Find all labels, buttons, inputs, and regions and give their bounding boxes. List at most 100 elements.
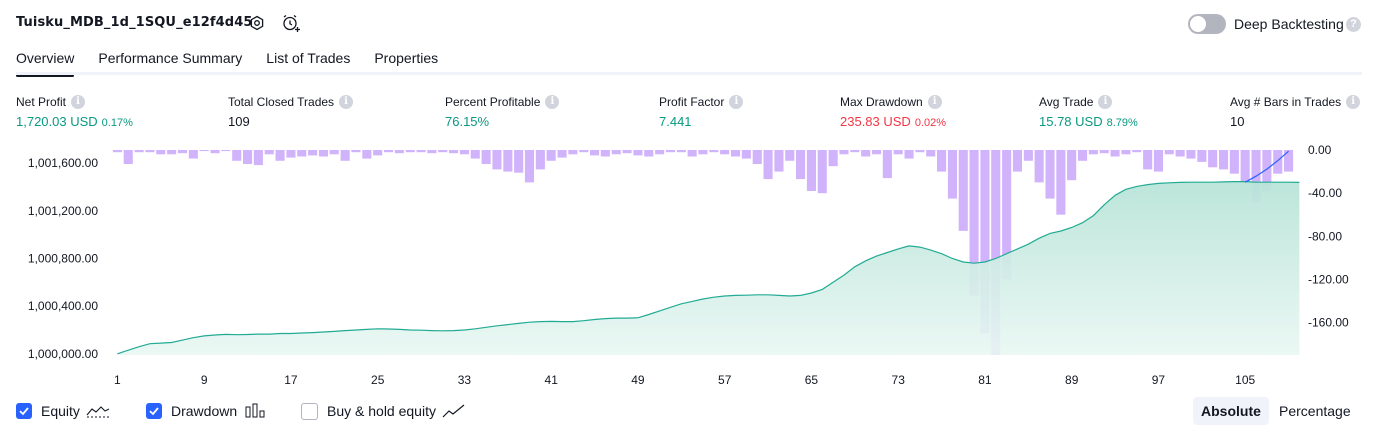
tab-list-of-trades[interactable]: List of Trades <box>266 50 351 66</box>
metric-max-drawdown: Max Drawdown i 235.83 USD 0.02% <box>840 94 946 129</box>
drawdown-bar <box>221 150 231 152</box>
info-icon[interactable]: i <box>1346 94 1361 109</box>
drawdown-bar <box>1284 150 1294 172</box>
drawdown-bar <box>774 150 784 172</box>
legend-buy-hold[interactable]: Buy & hold equity <box>301 401 466 421</box>
drawdown-bar <box>937 150 947 172</box>
drawdown-bar <box>492 150 502 170</box>
gear-icon <box>250 15 264 31</box>
drawdown-bar <box>1121 150 1131 155</box>
x-tick-label: 65 <box>805 373 819 387</box>
tab-properties[interactable]: Properties <box>374 50 439 66</box>
drawdown-bar <box>210 150 220 154</box>
x-tick-label: 9 <box>201 373 208 387</box>
drawdown-bar <box>438 150 448 153</box>
drawdown-bar <box>861 150 871 157</box>
x-axis: 1 9 17 25 33 41 49 57 65 73 81 89 97 105 <box>114 373 1255 387</box>
deep-backtesting-toggle[interactable] <box>1188 14 1226 34</box>
drawdown-bar <box>850 150 860 153</box>
drawdown-bar <box>655 150 665 155</box>
drawdown-bar <box>796 150 806 180</box>
add-alert-icon[interactable] <box>281 13 301 33</box>
drawdown-bar <box>535 150 545 170</box>
metric-label: Percent Profitable <box>445 94 541 109</box>
drawdown-bar <box>980 150 990 334</box>
equity-line <box>117 181 1300 355</box>
drawdown-bar <box>904 150 914 159</box>
drawdown-bar <box>741 150 751 159</box>
drawdown-bar <box>481 150 491 164</box>
y-right-tick-label: 0.00 <box>1308 143 1332 157</box>
drawdown-bar <box>286 150 296 158</box>
info-icon[interactable]: i <box>545 94 560 109</box>
drawdown-bar <box>622 150 632 154</box>
info-icon[interactable]: i <box>729 94 744 109</box>
legend-label: Drawdown <box>171 403 238 419</box>
metric-total-closed-trades: Total Closed Trades i 109 <box>228 94 354 129</box>
buy-hold-checkbox[interactable] <box>301 402 318 420</box>
settings-icon[interactable] <box>247 13 267 33</box>
drawdown-bar <box>362 150 372 159</box>
info-icon[interactable]: i <box>1098 94 1113 109</box>
tab-overview[interactable]: Overview <box>16 44 75 77</box>
drawdown-bar <box>1067 150 1077 181</box>
drawdown-bar <box>969 150 979 296</box>
percentage-button[interactable]: Percentage <box>1279 403 1351 419</box>
y-right-tick-label: -120.00 <box>1308 272 1349 286</box>
drawdown-bar <box>459 150 469 155</box>
legend-label: Equity <box>41 403 80 419</box>
tab-performance-summary[interactable]: Performance Summary <box>98 50 243 66</box>
info-icon[interactable]: i <box>339 94 354 109</box>
drawdown-bar <box>926 150 936 157</box>
drawdown-bar <box>1197 150 1207 162</box>
drawdown-bar <box>156 150 166 155</box>
drawdown-bar <box>676 150 686 153</box>
metric-percent: 8.79% <box>1106 117 1138 129</box>
equity-checkbox[interactable] <box>16 403 32 419</box>
metric-value: 10 <box>1230 114 1245 129</box>
help-icon[interactable]: ? <box>1346 17 1361 32</box>
metric-label: Total Closed Trades <box>228 94 335 109</box>
drawdown-bar <box>1273 150 1283 174</box>
drawdown-bar <box>1110 150 1120 157</box>
metric-profit-factor: Profit Factor i 7.441 <box>659 94 744 129</box>
drawdown-bar <box>579 150 589 153</box>
metric-label: Avg # Bars in Trades <box>1230 94 1342 109</box>
x-tick-label: 105 <box>1235 373 1255 387</box>
y-left-tick-label: 1,000,400.00 <box>28 299 98 313</box>
drawdown-bar <box>351 150 361 153</box>
drawdown-bar <box>882 150 892 179</box>
y-axis-right: 0.00 -40.00 -80.00 -120.00 -160.00 <box>1308 143 1349 330</box>
drawdown-checkbox[interactable] <box>146 403 162 419</box>
drawdown-bar <box>264 150 274 155</box>
bar-chart-icon <box>245 403 265 418</box>
drawdown-bar <box>1002 150 1012 280</box>
drawdown-bar <box>1240 150 1250 183</box>
drawdown-bar <box>123 150 133 164</box>
x-tick-label: 81 <box>978 373 992 387</box>
drawdown-bar <box>514 150 524 173</box>
drawdown-bar <box>253 150 263 166</box>
info-icon[interactable]: i <box>71 94 86 109</box>
absolute-button[interactable]: Absolute <box>1193 397 1269 425</box>
drawdown-bar <box>687 150 697 157</box>
check-icon <box>149 407 159 416</box>
drawdown-bar <box>828 150 838 167</box>
drawdown-bar <box>893 150 903 155</box>
legend-equity[interactable]: Equity <box>16 401 110 421</box>
x-tick-label: 33 <box>458 373 472 387</box>
equity-drawdown-chart[interactable]: 1,001,600.00 1,001,200.00 1,000,800.00 1,00… <box>0 140 1379 390</box>
drawdown-bar <box>1175 150 1185 157</box>
drawdown-bar <box>872 150 882 155</box>
legend-drawdown[interactable]: Drawdown <box>146 401 265 421</box>
info-icon[interactable]: i <box>927 94 942 109</box>
report-tabs: Overview Performance Summary List of Tra… <box>16 44 462 77</box>
metric-value: 235.83 USD <box>840 114 911 129</box>
drawdown-bar <box>308 150 318 156</box>
drawdown-bar <box>731 150 741 157</box>
y-right-tick-label: -160.00 <box>1308 316 1349 330</box>
drawdown-bar <box>590 150 600 156</box>
drawdown-bar <box>611 150 621 155</box>
drawdown-bar <box>1219 150 1229 170</box>
drawdown-bar <box>297 150 307 157</box>
